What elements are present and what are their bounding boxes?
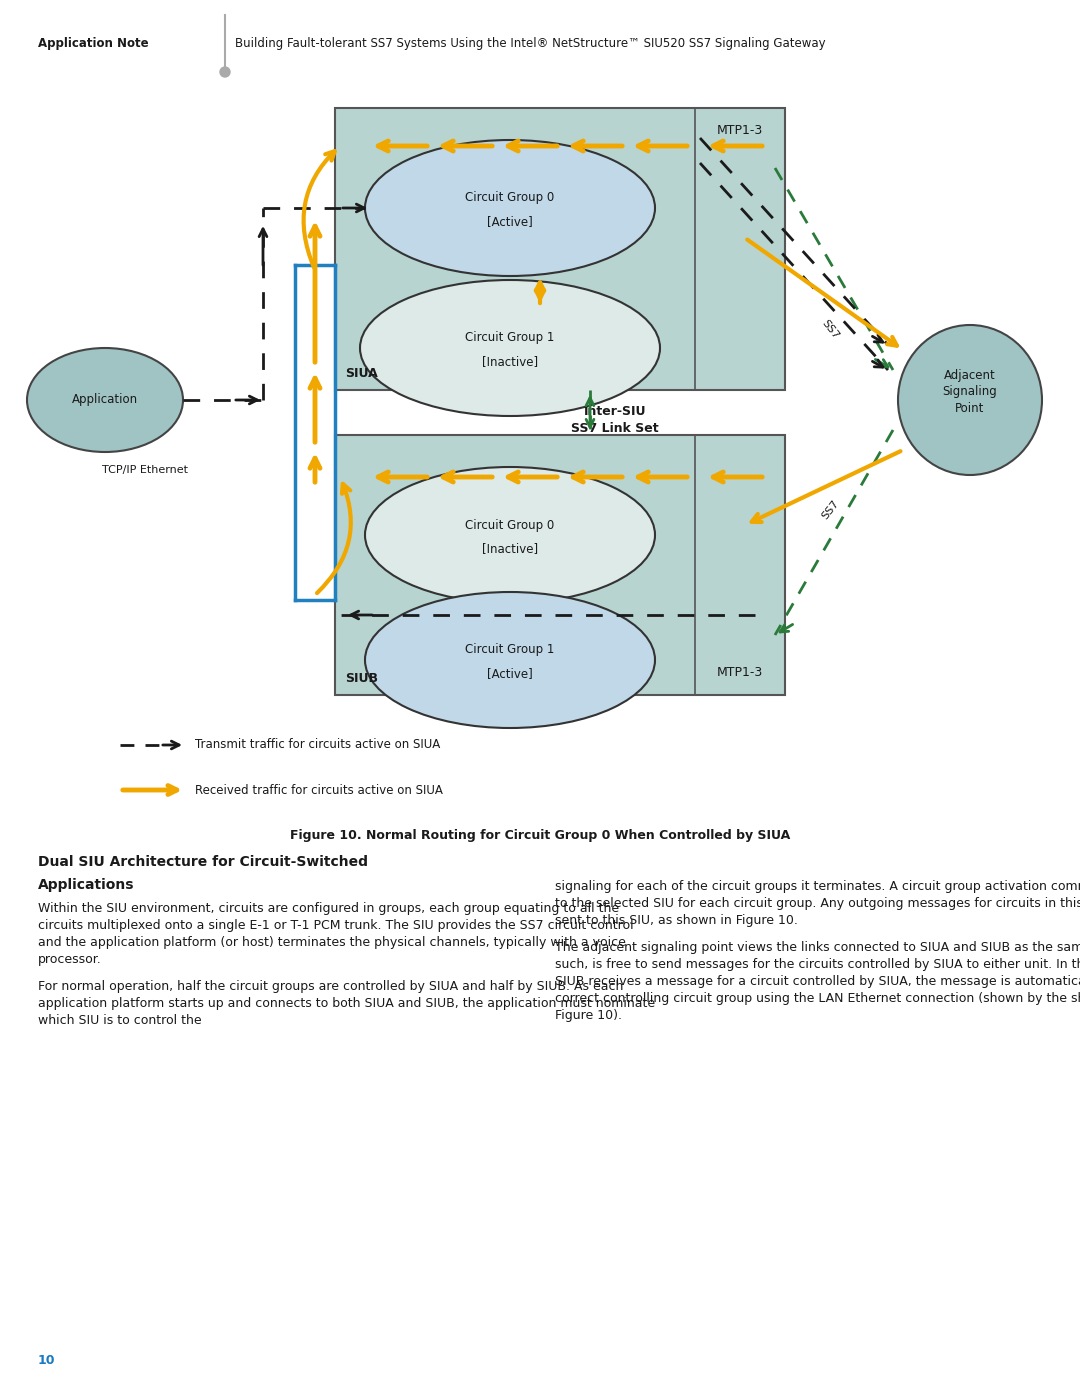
FancyBboxPatch shape bbox=[335, 434, 785, 694]
FancyBboxPatch shape bbox=[335, 108, 785, 390]
Text: Inter-SIU
SS7 Link Set: Inter-SIU SS7 Link Set bbox=[571, 405, 659, 434]
Text: Figure 10).: Figure 10). bbox=[555, 1009, 622, 1023]
Ellipse shape bbox=[365, 140, 654, 277]
Text: Figure 10. Normal Routing for Circuit Group 0 When Controlled by SIUA: Figure 10. Normal Routing for Circuit Gr… bbox=[289, 828, 791, 841]
Ellipse shape bbox=[360, 279, 660, 416]
Text: MTP1-3: MTP1-3 bbox=[717, 123, 764, 137]
Text: Applications: Applications bbox=[38, 877, 135, 893]
Text: Application: Application bbox=[72, 394, 138, 407]
Text: processor.: processor. bbox=[38, 953, 102, 965]
Text: which SIU is to control the: which SIU is to control the bbox=[38, 1014, 202, 1027]
Text: sent to this SIU, as shown in Figure 10.: sent to this SIU, as shown in Figure 10. bbox=[555, 914, 798, 928]
Text: Within the SIU environment, circuits are configured in groups, each group equati: Within the SIU environment, circuits are… bbox=[38, 902, 619, 915]
Text: circuits multiplexed onto a single E-1 or T-1 PCM trunk. The SIU provides the SS: circuits multiplexed onto a single E-1 o… bbox=[38, 919, 634, 932]
Text: Circuit Group 1: Circuit Group 1 bbox=[465, 644, 555, 657]
Text: correct controlling circuit group using the LAN Ethernet connection (shown by th: correct controlling circuit group using … bbox=[555, 992, 1080, 1006]
Text: SS7: SS7 bbox=[820, 499, 840, 521]
Text: such, is free to send messages for the circuits controlled by SIUA to either uni: such, is free to send messages for the c… bbox=[555, 958, 1080, 971]
Text: Dual SIU Architecture for Circuit-Switched: Dual SIU Architecture for Circuit-Switch… bbox=[38, 855, 368, 869]
Text: SIUB: SIUB bbox=[345, 672, 378, 685]
Text: MTP1-3: MTP1-3 bbox=[717, 666, 764, 679]
Text: [Inactive]: [Inactive] bbox=[482, 542, 538, 556]
Ellipse shape bbox=[897, 326, 1042, 475]
Text: Received traffic for circuits active on SIUA: Received traffic for circuits active on … bbox=[195, 784, 443, 796]
Text: 10: 10 bbox=[38, 1354, 55, 1366]
Ellipse shape bbox=[365, 592, 654, 728]
Text: Circuit Group 0: Circuit Group 0 bbox=[465, 191, 555, 204]
Text: application platform starts up and connects to both SIUA and SIUB, the applicati: application platform starts up and conne… bbox=[38, 997, 656, 1010]
Text: [Active]: [Active] bbox=[487, 215, 532, 229]
Text: Application Note: Application Note bbox=[38, 38, 149, 50]
Text: TCP/IP Ethernet: TCP/IP Ethernet bbox=[102, 465, 188, 475]
Text: Building Fault-tolerant SS7 Systems Using the Intel® NetStructure™ SIU520 SS7 Si: Building Fault-tolerant SS7 Systems Usin… bbox=[235, 38, 825, 50]
Text: Circuit Group 0: Circuit Group 0 bbox=[465, 518, 555, 531]
Text: [Active]: [Active] bbox=[487, 668, 532, 680]
Text: to the selected SIU for each circuit group. Any outgoing messages for circuits i: to the selected SIU for each circuit gro… bbox=[555, 897, 1080, 909]
Text: The adjacent signaling point views the links connected to SIUA and SIUB as the s: The adjacent signaling point views the l… bbox=[555, 942, 1080, 954]
Circle shape bbox=[220, 67, 230, 77]
Text: signaling for each of the circuit groups it terminates. A circuit group activati: signaling for each of the circuit groups… bbox=[555, 880, 1080, 893]
Text: Adjacent
Signaling
Point: Adjacent Signaling Point bbox=[943, 369, 997, 415]
Text: SS7: SS7 bbox=[820, 319, 840, 341]
Text: SIUB receives a message for a circuit controlled by SIUA, the message is automat: SIUB receives a message for a circuit co… bbox=[555, 975, 1080, 988]
Ellipse shape bbox=[27, 348, 183, 453]
Ellipse shape bbox=[365, 467, 654, 604]
Text: SIUA: SIUA bbox=[345, 367, 378, 380]
Text: [Inactive]: [Inactive] bbox=[482, 355, 538, 369]
Text: For normal operation, half the circuit groups are controlled by SIUA and half by: For normal operation, half the circuit g… bbox=[38, 981, 623, 993]
Text: and the application platform (or host) terminates the physical channels, typical: and the application platform (or host) t… bbox=[38, 936, 626, 949]
Text: Circuit Group 1: Circuit Group 1 bbox=[465, 331, 555, 345]
Text: Transmit traffic for circuits active on SIUA: Transmit traffic for circuits active on … bbox=[195, 739, 441, 752]
